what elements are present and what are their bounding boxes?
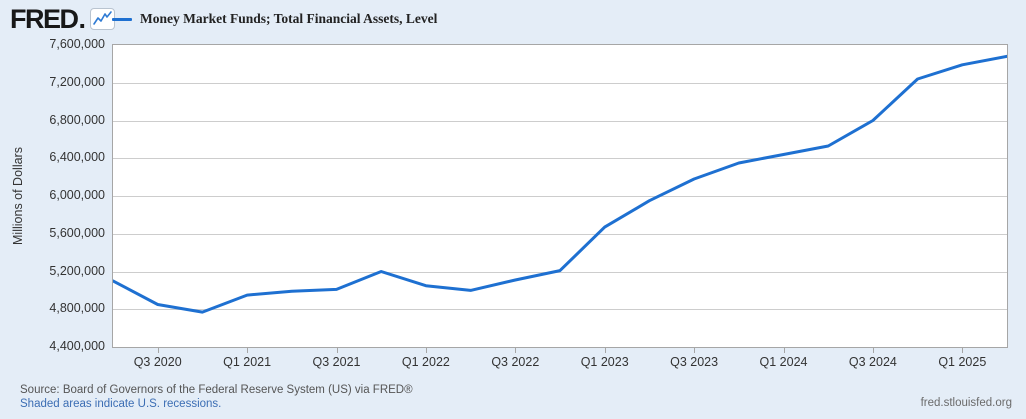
x-tick-mark: [336, 348, 338, 353]
y-tick-label: 7,600,000: [49, 37, 105, 51]
y-tick-label: 6,800,000: [49, 112, 105, 127]
x-tick-mark: [783, 348, 785, 353]
gridline: [113, 83, 1007, 84]
x-tick-label: Q1 2023: [580, 355, 629, 369]
plot-area: [112, 44, 1008, 348]
x-tick-label: Q3 2022: [491, 355, 540, 369]
x-tick-label: Q1 2022: [401, 355, 450, 369]
x-tick-mark: [515, 348, 517, 353]
series-label: Money Market Funds; Total Financial Asse…: [140, 11, 438, 26]
x-tick-mark: [425, 348, 427, 353]
series-line: [113, 54, 1007, 314]
x-tick-label: Q1 2021: [223, 355, 272, 369]
x-tick-label: Q3 2023: [670, 355, 719, 369]
source-attribution: Source: Board of Governors of the Federa…: [20, 384, 413, 396]
fred-logo-text: FRED: [10, 3, 79, 34]
fred-url: fred.stlouisfed.org: [920, 397, 1012, 409]
recession-note-link[interactable]: Shaded areas indicate U.S. recessions.: [20, 398, 222, 410]
y-tick-label: 6,000,000: [49, 188, 105, 202]
source-note: Source: Board of Governors of the Federa…: [20, 383, 413, 411]
fred-logo-dot: .: [78, 3, 87, 34]
y-tick-label: 5,200,000: [49, 263, 105, 278]
x-tick-mark: [247, 348, 249, 353]
x-tick-mark: [872, 348, 874, 353]
gridline: [113, 158, 1007, 159]
x-tick-mark: [604, 348, 606, 353]
x-tick-mark: [962, 348, 964, 353]
x-tick-label: Q1 2025: [938, 355, 987, 369]
gridline: [113, 272, 1007, 273]
x-tick-mark: [694, 348, 696, 353]
y-tick-label: 4,400,000: [49, 339, 105, 353]
y-tick-label: 6,400,000: [49, 150, 105, 165]
x-tick-label: Q3 2024: [848, 355, 897, 369]
data-line-svg: [113, 54, 1007, 314]
x-tick-label: Q3 2020: [133, 355, 182, 369]
x-tick-mark: [157, 348, 159, 353]
gridline: [113, 196, 1007, 197]
chart-legend: Money Market Funds; Total Financial Asse…: [112, 11, 437, 27]
y-tick-label: 7,200,000: [49, 74, 105, 89]
gridline: [113, 309, 1007, 310]
series-color-swatch: [112, 17, 132, 21]
gridline: [113, 234, 1007, 235]
x-tick-label: Q3 2021: [312, 355, 361, 369]
x-tick-label: Q1 2024: [759, 355, 808, 369]
y-tick-label: 4,800,000: [49, 301, 105, 316]
fred-logo[interactable]: FRED.: [10, 3, 116, 34]
gridline: [113, 121, 1007, 122]
y-tick-label: 5,600,000: [49, 225, 105, 240]
